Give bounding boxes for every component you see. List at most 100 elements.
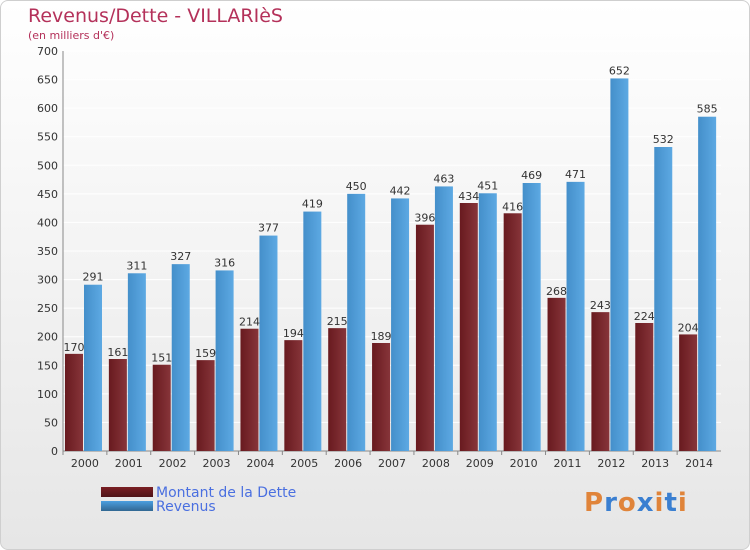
bar-debt — [635, 323, 654, 451]
bar-revenue — [698, 116, 717, 451]
y-tick-label: 500 — [37, 159, 58, 172]
y-tick-label: 550 — [37, 131, 58, 144]
bar-revenue — [259, 235, 278, 451]
bar-debt — [679, 334, 698, 451]
bar-revenue — [171, 264, 190, 451]
data-label-revenue: 585 — [697, 103, 718, 116]
y-tick-label: 450 — [37, 188, 58, 201]
data-label-debt: 396 — [414, 212, 435, 225]
bar-revenue — [654, 147, 673, 451]
bar-revenue — [434, 186, 453, 451]
data-label-debt: 170 — [64, 341, 85, 354]
y-tick-label: 400 — [37, 216, 58, 229]
bar-revenue — [566, 181, 585, 451]
x-tick-label: 2001 — [115, 457, 143, 470]
data-label-debt: 268 — [546, 285, 567, 298]
bar-debt — [415, 224, 434, 451]
data-label-revenue: 311 — [126, 259, 147, 272]
data-label-revenue: 316 — [214, 256, 235, 269]
y-tick-label: 650 — [37, 74, 58, 87]
bar-debt — [547, 297, 566, 451]
data-label-revenue: 327 — [170, 250, 191, 263]
proxiti-logo: Proxiti — [584, 488, 688, 518]
data-label-debt: 189 — [371, 330, 392, 343]
logo-letter: i — [677, 488, 688, 518]
x-tick-label: 2000 — [71, 457, 99, 470]
data-label-revenue: 419 — [302, 198, 323, 211]
data-label-debt: 159 — [195, 347, 216, 360]
x-tick-label: 2005 — [290, 457, 318, 470]
bar-debt — [152, 364, 171, 451]
x-tick-label: 2004 — [246, 457, 274, 470]
data-label-debt: 243 — [590, 299, 611, 312]
data-label-revenue: 377 — [258, 222, 279, 235]
legend-label-debt: Montant de la Dette — [156, 485, 297, 501]
bar-revenue — [303, 211, 322, 451]
x-tick-label: 2013 — [641, 457, 669, 470]
bar-revenue — [84, 284, 102, 451]
data-label-revenue: 469 — [521, 169, 542, 182]
logo-letter: o — [617, 488, 637, 518]
y-tick-label: 700 — [37, 45, 58, 58]
legend-swatch-revenue — [101, 501, 153, 511]
data-label-debt: 204 — [678, 321, 699, 334]
logo-letter: r — [604, 488, 618, 518]
bar-revenue — [215, 270, 234, 451]
legend-swatch-debt — [101, 487, 153, 497]
y-tick-label: 250 — [37, 302, 58, 315]
data-label-revenue: 451 — [477, 179, 498, 192]
chart-title: Revenus/Dette - VILLARIèS — [28, 5, 283, 27]
bar-revenue — [391, 198, 410, 451]
bar-revenue — [610, 78, 629, 451]
y-tick-label: 50 — [44, 416, 58, 429]
bar-revenue — [522, 183, 541, 451]
data-label-debt: 416 — [502, 200, 523, 213]
bar-revenue — [127, 273, 146, 451]
x-tick-label: 2008 — [422, 457, 450, 470]
y-tick-label: 200 — [37, 331, 58, 344]
y-tick-label: 350 — [37, 245, 58, 258]
data-label-debt: 161 — [107, 346, 128, 359]
data-label-debt: 434 — [458, 190, 479, 203]
y-tick-label: 600 — [37, 102, 58, 115]
bar-debt — [284, 340, 303, 451]
bar-debt — [459, 203, 478, 451]
x-tick-label: 2002 — [159, 457, 187, 470]
data-label-debt: 224 — [634, 310, 655, 323]
data-label-revenue: 450 — [346, 180, 367, 193]
x-tick-label: 2007 — [378, 457, 406, 470]
bar-debt — [372, 343, 391, 451]
chart-subtitle: (en milliers d'€) — [28, 29, 115, 42]
data-label-debt: 214 — [239, 316, 260, 329]
bar-revenue — [347, 193, 366, 451]
data-label-debt: 151 — [151, 352, 172, 365]
x-tick-label: 2011 — [553, 457, 581, 470]
y-tick-label: 300 — [37, 274, 58, 287]
y-tick-label: 150 — [37, 359, 58, 372]
bar-debt — [108, 359, 127, 451]
data-label-revenue: 291 — [83, 271, 104, 284]
data-label-debt: 194 — [283, 327, 304, 340]
bar-debt — [240, 328, 259, 451]
data-label-revenue: 532 — [653, 133, 674, 146]
data-label-revenue: 471 — [565, 168, 586, 181]
bar-debt — [591, 312, 610, 451]
bar-debt — [65, 353, 83, 451]
logo-letter: P — [584, 488, 605, 518]
bar-debt — [196, 360, 215, 451]
logo-letter: t — [664, 488, 678, 518]
data-label-revenue: 463 — [433, 172, 454, 185]
legend-label-revenue: Revenus — [156, 499, 216, 515]
y-tick-label: 100 — [37, 388, 58, 401]
data-label-revenue: 652 — [609, 64, 630, 77]
bar-revenue — [478, 193, 497, 452]
logo-letter: i — [654, 488, 665, 518]
logo-letter: x — [636, 488, 655, 518]
bar-debt — [503, 213, 522, 451]
data-label-debt: 215 — [327, 315, 348, 328]
bar-debt — [328, 328, 347, 451]
x-tick-label: 2014 — [685, 457, 713, 470]
data-label-revenue: 442 — [390, 184, 411, 197]
